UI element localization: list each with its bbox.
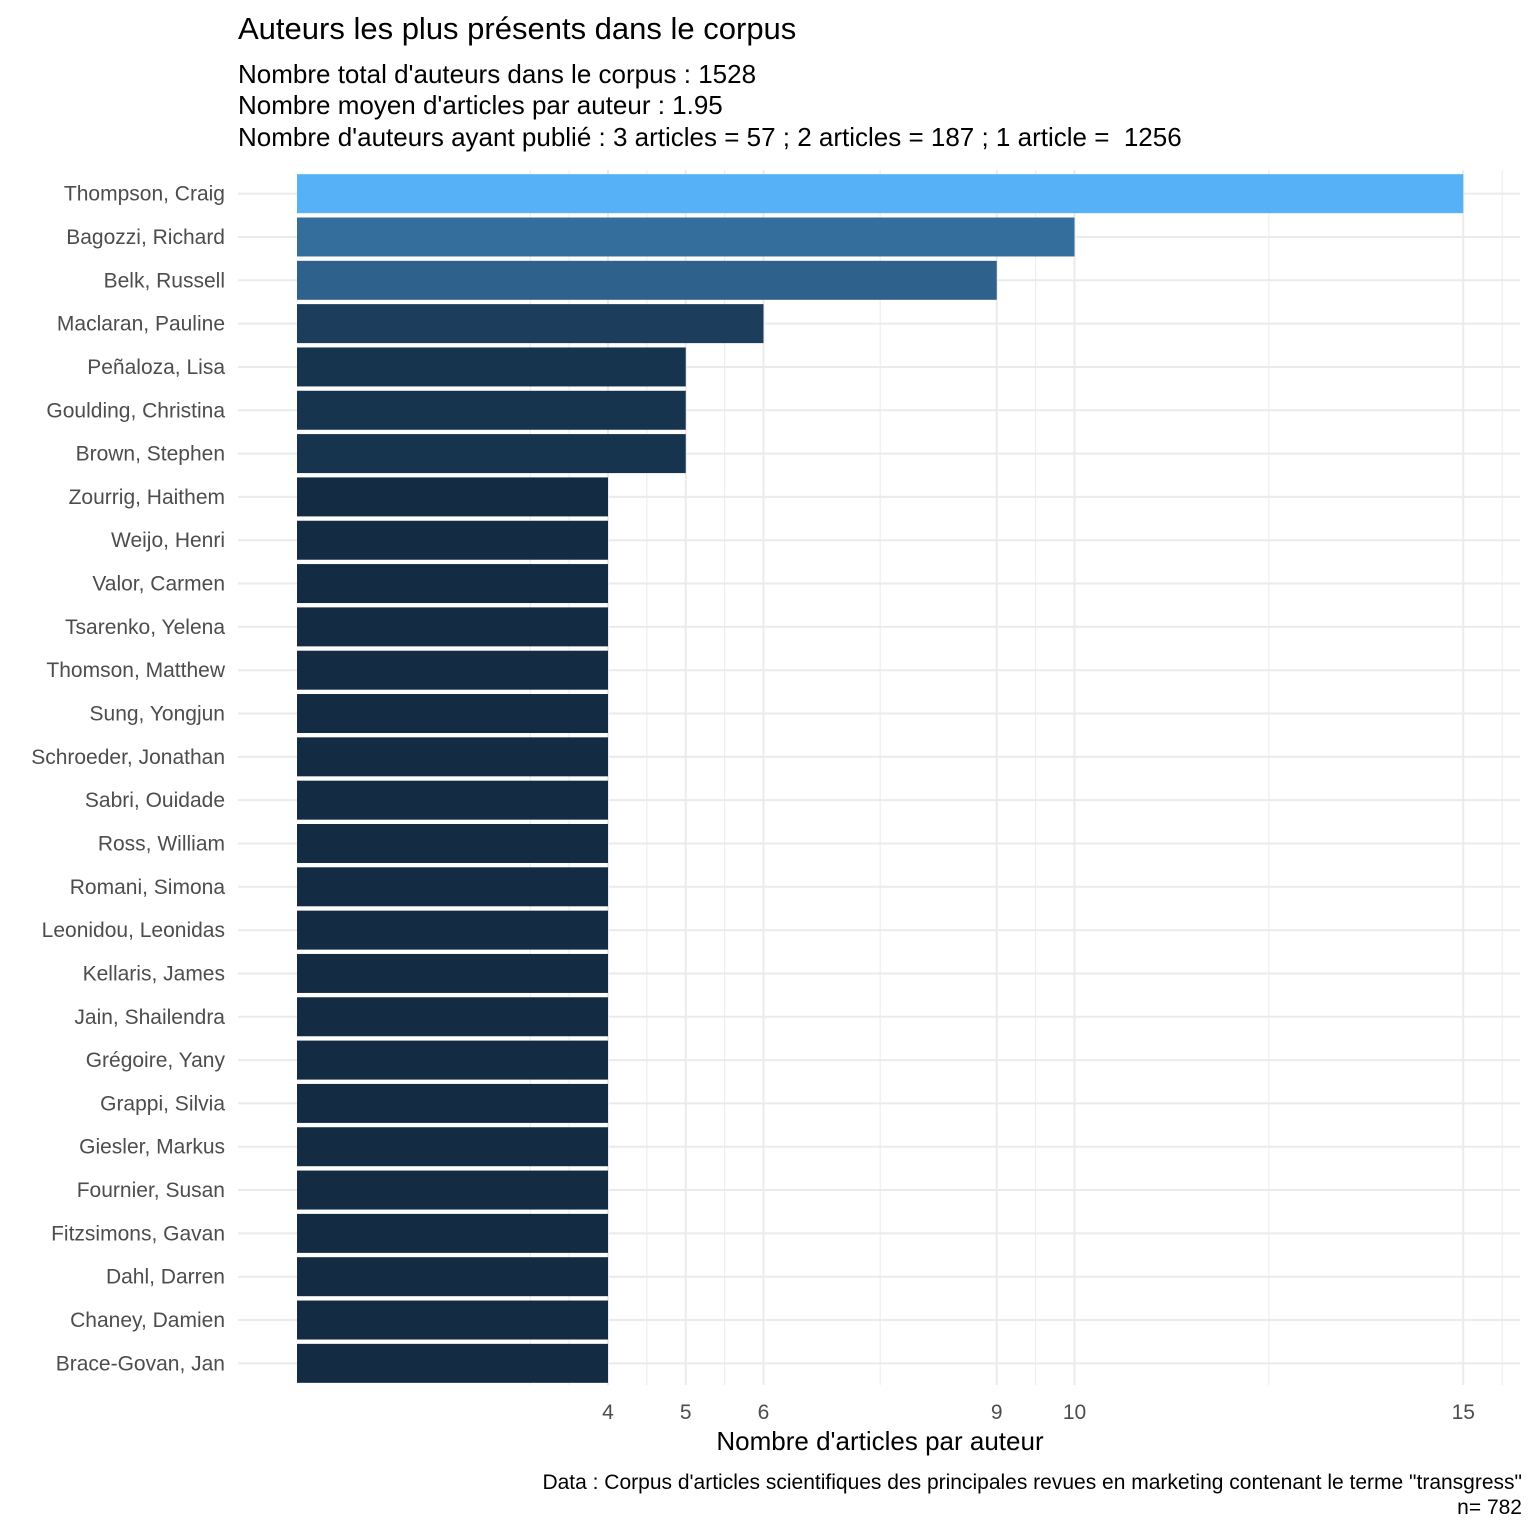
bar bbox=[297, 304, 764, 344]
bar bbox=[297, 1083, 608, 1123]
bar bbox=[297, 1257, 608, 1297]
chart-subtitle-line-2: Nombre moyen d'articles par auteur : 1.9… bbox=[238, 90, 723, 120]
bar bbox=[297, 1300, 608, 1340]
y-tick-label: Valor, Carmen bbox=[92, 573, 225, 596]
y-tick-label: Ross, William bbox=[98, 832, 225, 855]
bar bbox=[297, 434, 686, 474]
y-tick-label: Dahl, Darren bbox=[106, 1266, 225, 1289]
y-tick-label: Bagozzi, Richard bbox=[66, 226, 225, 249]
bar bbox=[297, 174, 1464, 214]
bar bbox=[297, 867, 608, 907]
y-tick-label: Kellaris, James bbox=[83, 962, 225, 985]
bar bbox=[297, 564, 608, 604]
y-tick-label: Fitzsimons, Gavan bbox=[51, 1222, 225, 1245]
bar bbox=[297, 520, 608, 560]
y-tick-label: Maclaran, Pauline bbox=[57, 313, 225, 336]
bar bbox=[297, 1213, 608, 1253]
bar bbox=[297, 780, 608, 820]
x-tick-label: 6 bbox=[758, 1401, 770, 1424]
x-axis-label: Nombre d'articles par auteur bbox=[716, 1426, 1044, 1456]
bar bbox=[297, 1343, 608, 1383]
bar bbox=[297, 217, 1075, 257]
bar bbox=[297, 347, 686, 387]
y-tick-label: Chaney, Damien bbox=[70, 1309, 225, 1332]
chart-title: Auteurs les plus présents dans le corpus bbox=[238, 11, 797, 46]
bar bbox=[297, 910, 608, 950]
bar bbox=[297, 390, 686, 430]
y-tick-label: Jain, Shailendra bbox=[74, 1006, 225, 1029]
x-tick-label: 5 bbox=[680, 1401, 692, 1424]
bar bbox=[297, 997, 608, 1037]
caption-line-2: n= 782 bbox=[1457, 1496, 1522, 1519]
x-axis-ticks: 4 5 6 9 10 15 bbox=[602, 1401, 1475, 1424]
y-tick-label: Romani, Simona bbox=[70, 876, 226, 899]
y-tick-label: Giesler, Markus bbox=[79, 1136, 225, 1159]
bars bbox=[297, 174, 1464, 1383]
bar bbox=[297, 1040, 608, 1080]
y-tick-label: Brown, Stephen bbox=[76, 443, 225, 466]
y-tick-label: Thomson, Matthew bbox=[46, 659, 225, 682]
y-tick-label: Schroeder, Jonathan bbox=[31, 746, 225, 769]
bar bbox=[297, 1127, 608, 1167]
y-tick-label: Sung, Yongjun bbox=[90, 703, 225, 726]
y-tick-label: Fournier, Susan bbox=[77, 1179, 225, 1202]
y-tick-label: Tsarenko, Yelena bbox=[65, 616, 225, 639]
bar bbox=[297, 953, 608, 993]
x-tick-label: 10 bbox=[1063, 1401, 1086, 1424]
bar bbox=[297, 823, 608, 863]
y-tick-label: Sabri, Ouidade bbox=[85, 789, 225, 812]
caption-line-1: Data : Corpus d'articles scientifiques d… bbox=[542, 1471, 1522, 1494]
bar bbox=[297, 607, 608, 647]
y-tick-label: Thompson, Craig bbox=[64, 183, 225, 206]
y-tick-label: Goulding, Christina bbox=[46, 399, 225, 422]
bar bbox=[297, 694, 608, 734]
y-tick-label: Peñaloza, Lisa bbox=[87, 356, 225, 379]
bar bbox=[297, 1170, 608, 1210]
chart-subtitle-line-1: Nombre total d'auteurs dans le corpus : … bbox=[238, 59, 757, 89]
y-tick-label: Grappi, Silvia bbox=[100, 1092, 225, 1115]
y-axis-labels: Thompson, Craig Bagozzi, Richard Belk, Rus… bbox=[31, 183, 226, 1376]
y-tick-label: Brace-Govan, Jan bbox=[56, 1352, 225, 1375]
y-tick-label: Grégoire, Yany bbox=[86, 1049, 226, 1072]
bar bbox=[297, 477, 608, 517]
x-tick-label: 9 bbox=[991, 1401, 1003, 1424]
bar bbox=[297, 737, 608, 777]
x-tick-label: 15 bbox=[1452, 1401, 1475, 1424]
y-tick-label: Leonidou, Leonidas bbox=[42, 919, 225, 942]
bar bbox=[297, 260, 997, 300]
bar bbox=[297, 650, 608, 690]
x-tick-label: 4 bbox=[602, 1401, 614, 1424]
y-tick-label: Belk, Russell bbox=[104, 269, 225, 292]
y-tick-label: Zourrig, Haithem bbox=[69, 486, 225, 509]
chart-subtitle-line-3: Nombre d'auteurs ayant publié : 3 articl… bbox=[238, 122, 1182, 152]
y-tick-label: Weijo, Henri bbox=[111, 529, 225, 552]
